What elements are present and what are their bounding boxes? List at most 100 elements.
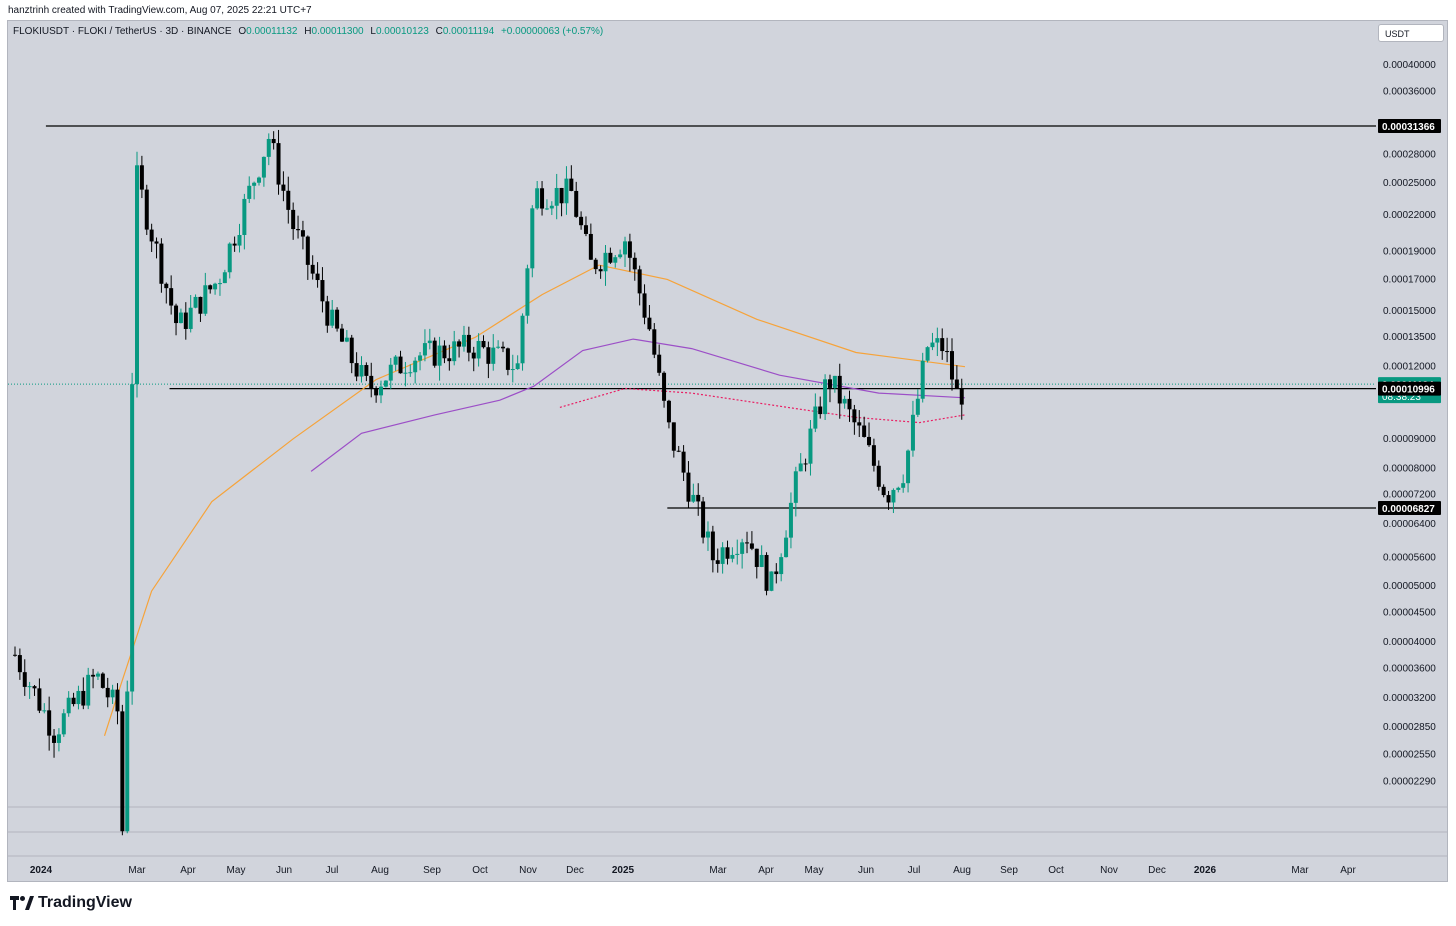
candle-body[interactable] <box>217 283 222 285</box>
candle-body[interactable] <box>422 343 427 356</box>
candle-body[interactable] <box>945 351 950 353</box>
candle-body[interactable] <box>76 690 81 705</box>
candle-body[interactable] <box>437 345 442 366</box>
candle-body[interactable] <box>27 686 32 688</box>
candle-body[interactable] <box>427 340 432 344</box>
candle-body[interactable] <box>413 360 418 373</box>
candle-body[interactable] <box>769 571 774 591</box>
candle-body[interactable] <box>315 273 320 281</box>
candle-body[interactable] <box>169 288 174 306</box>
candle-body[interactable] <box>388 364 393 381</box>
currency-button[interactable]: USDT <box>1378 24 1444 42</box>
symbol-name[interactable]: FLOKIUSDT · FLOKI / TetherUS · 3D · BINA… <box>13 26 232 37</box>
candle-body[interactable] <box>232 243 237 246</box>
candle-body[interactable] <box>374 388 379 396</box>
candle-body[interactable] <box>325 301 330 326</box>
candle-body[interactable] <box>320 280 325 302</box>
candle-body[interactable] <box>100 673 105 688</box>
candle-body[interactable] <box>681 451 686 473</box>
candle-body[interactable] <box>501 346 506 349</box>
candle-body[interactable] <box>257 177 262 183</box>
candle-body[interactable] <box>222 272 227 284</box>
candle-body[interactable] <box>203 285 208 314</box>
candle-body[interactable] <box>544 208 549 210</box>
candle-body[interactable] <box>364 365 369 376</box>
candle-body[interactable] <box>642 293 647 318</box>
candle-body[interactable] <box>457 341 462 347</box>
candle-body[interactable] <box>886 495 891 503</box>
candle-body[interactable] <box>354 363 359 377</box>
candle-body[interactable] <box>105 687 110 698</box>
candle-body[interactable] <box>735 553 740 555</box>
candle-body[interactable] <box>408 372 413 374</box>
candle-body[interactable] <box>37 688 42 711</box>
candle-body[interactable] <box>135 165 140 385</box>
candle-body[interactable] <box>266 138 271 157</box>
candle-body[interactable] <box>691 494 696 502</box>
candle-body[interactable] <box>178 312 183 324</box>
candle-body[interactable] <box>296 229 301 231</box>
candle-body[interactable] <box>813 406 818 429</box>
candle-body[interactable] <box>52 735 57 743</box>
candle-body[interactable] <box>852 409 857 423</box>
candle-body[interactable] <box>906 450 911 484</box>
candle-body[interactable] <box>803 463 808 465</box>
candle-body[interactable] <box>330 309 335 326</box>
candle-body[interactable] <box>583 225 588 234</box>
candle-body[interactable] <box>915 398 920 415</box>
candle-body[interactable] <box>95 673 100 677</box>
candle-body[interactable] <box>447 358 452 362</box>
candle-body[interactable] <box>510 369 515 371</box>
candle-body[interactable] <box>954 379 959 389</box>
candle-body[interactable] <box>47 710 52 736</box>
tradingview-brand[interactable]: TradingView <box>10 894 132 912</box>
candle-body[interactable] <box>56 734 61 743</box>
candle-body[interactable] <box>618 254 623 258</box>
candle-body[interactable] <box>871 445 876 466</box>
candle-body[interactable] <box>647 317 652 330</box>
candle-body[interactable] <box>549 205 554 209</box>
candle-body[interactable] <box>339 328 344 342</box>
candle-body[interactable] <box>276 143 281 185</box>
candle-body[interactable] <box>379 386 384 396</box>
candle-body[interactable] <box>115 689 120 712</box>
candle-body[interactable] <box>598 269 603 272</box>
candle-body[interactable] <box>881 486 886 496</box>
candle-body[interactable] <box>344 337 349 342</box>
candle-body[interactable] <box>193 296 198 308</box>
candle-body[interactable] <box>471 352 476 359</box>
candle-body[interactable] <box>271 138 276 144</box>
candle-body[interactable] <box>81 690 86 706</box>
candle-body[interactable] <box>442 345 447 359</box>
candle-body[interactable] <box>627 241 632 258</box>
candle-body[interactable] <box>720 547 725 564</box>
candle-body[interactable] <box>530 208 535 269</box>
candle-body[interactable] <box>252 182 257 186</box>
candle-body[interactable] <box>632 257 637 270</box>
candle-body[interactable] <box>935 338 940 343</box>
candle-body[interactable] <box>183 312 188 329</box>
candle-body[interactable] <box>637 269 642 294</box>
candle-body[interactable] <box>291 209 296 230</box>
candle-body[interactable] <box>418 355 423 361</box>
candle-body[interactable] <box>827 379 832 388</box>
chart-frame[interactable] <box>7 20 1448 882</box>
candle-body[interactable] <box>481 340 486 348</box>
candle-body[interactable] <box>164 283 169 289</box>
candle-body[interactable] <box>393 356 398 365</box>
candle-body[interactable] <box>579 216 584 226</box>
candle-body[interactable] <box>613 257 618 263</box>
candle-body[interactable] <box>466 334 471 353</box>
candle-body[interactable] <box>383 380 388 387</box>
candle-body[interactable] <box>281 184 286 191</box>
candle-body[interactable] <box>398 356 403 374</box>
candle-body[interactable] <box>686 472 691 502</box>
candle-body[interactable] <box>662 372 667 401</box>
candle-body[interactable] <box>930 342 935 348</box>
candle-body[interactable] <box>461 334 466 347</box>
candle-body[interactable] <box>554 187 559 206</box>
candle-body[interactable] <box>261 156 266 178</box>
candle-body[interactable] <box>940 338 945 352</box>
candle-body[interactable] <box>159 243 164 284</box>
